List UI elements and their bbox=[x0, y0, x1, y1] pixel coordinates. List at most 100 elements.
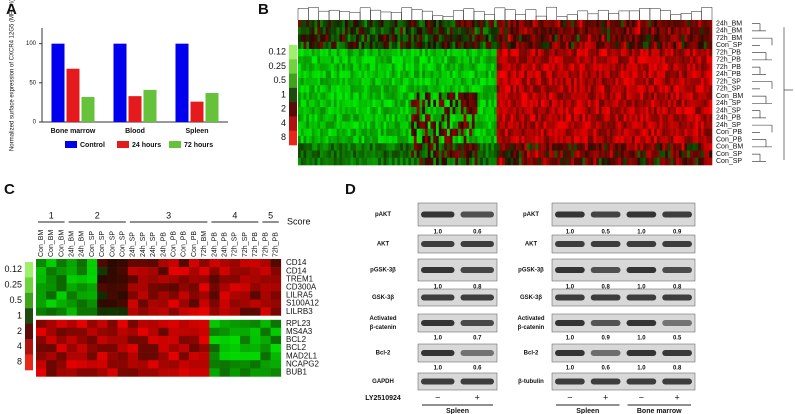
heatmap-cell bbox=[533, 151, 536, 159]
heatmap-cell bbox=[580, 151, 583, 159]
heatmap-cell bbox=[433, 158, 436, 166]
heatmap-cell bbox=[458, 85, 461, 93]
heatmap-cell bbox=[486, 49, 489, 57]
heatmap-cell bbox=[359, 143, 362, 151]
heatmap-cell bbox=[337, 93, 340, 101]
heatmap-cell bbox=[428, 158, 431, 166]
heatmap-cell bbox=[568, 85, 571, 93]
heatmap-cell bbox=[511, 85, 514, 93]
heatmap-cell bbox=[698, 93, 701, 101]
heatmap-cell bbox=[533, 42, 536, 50]
heatmap-cell bbox=[472, 143, 475, 151]
heatmap-cell bbox=[442, 143, 445, 151]
heatmap-cell bbox=[46, 336, 57, 344]
heatmap-cell bbox=[442, 136, 445, 144]
heatmap-cell bbox=[610, 143, 613, 151]
heatmap-cell bbox=[326, 49, 329, 57]
heatmap-cell bbox=[541, 114, 544, 122]
heatmap-cell bbox=[541, 122, 544, 130]
band bbox=[461, 350, 495, 356]
heatmap-cell bbox=[428, 85, 431, 93]
heatmap-cell bbox=[676, 114, 679, 122]
heatmap-cell bbox=[480, 85, 483, 93]
heatmap-cell bbox=[607, 85, 610, 93]
heatmap-cell bbox=[682, 49, 685, 57]
dendrogram bbox=[350, 12, 360, 20]
heatmap-cell bbox=[320, 136, 323, 144]
heatmap-cell bbox=[320, 100, 323, 108]
heatmap-cell bbox=[411, 20, 414, 28]
heatmap-cell bbox=[240, 344, 251, 352]
heatmap-cell bbox=[555, 42, 558, 50]
heatmap-cell bbox=[345, 158, 348, 166]
heatmap-cell bbox=[312, 42, 315, 50]
heatmap-cell bbox=[701, 20, 704, 28]
heatmap-cell bbox=[527, 136, 530, 144]
column-label: Con_PB bbox=[191, 231, 198, 257]
heatmap-cell bbox=[599, 49, 602, 57]
heatmap-cell bbox=[519, 56, 522, 64]
row-label: Con_PB bbox=[716, 136, 742, 143]
heatmap-cell bbox=[298, 122, 301, 130]
heatmap-cell bbox=[577, 49, 580, 57]
heatmap-cell bbox=[615, 100, 618, 108]
heatmap-cell bbox=[466, 151, 469, 159]
heatmap-cell bbox=[657, 42, 660, 50]
heatmap-cell bbox=[618, 85, 621, 93]
bar bbox=[67, 69, 80, 122]
heatmap-cell bbox=[541, 158, 544, 166]
heatmap-cell bbox=[687, 143, 690, 151]
heatmap-cell bbox=[323, 35, 326, 43]
heatmap-cell bbox=[491, 93, 494, 101]
heatmap-cell bbox=[477, 100, 480, 108]
heatmap-cell bbox=[378, 71, 381, 79]
heatmap-cell bbox=[439, 93, 442, 101]
heatmap-cell bbox=[494, 20, 497, 28]
heatmap-cell bbox=[453, 78, 456, 86]
heatmap-cell bbox=[549, 49, 552, 57]
heatmap-cell bbox=[654, 42, 657, 50]
heatmap-cell bbox=[695, 42, 698, 50]
heatmap-cell bbox=[472, 107, 475, 115]
heatmap-cell bbox=[533, 85, 536, 93]
heatmap-cell bbox=[502, 122, 505, 130]
heatmap-cell bbox=[502, 56, 505, 64]
treatment-sign: − bbox=[639, 392, 644, 402]
heatmap-cell bbox=[505, 85, 508, 93]
heatmap-cell bbox=[389, 56, 392, 64]
heatmap-cell bbox=[541, 78, 544, 86]
heatmap-cell bbox=[230, 291, 241, 299]
heatmap-cell bbox=[375, 129, 378, 137]
heatmap-cell bbox=[436, 114, 439, 122]
tissue-label: Spleen bbox=[576, 408, 599, 414]
heatmap-cell bbox=[535, 93, 538, 101]
heatmap-cell bbox=[411, 122, 414, 130]
band bbox=[421, 295, 455, 301]
heatmap-cell bbox=[389, 64, 392, 72]
heatmap-cell bbox=[519, 27, 522, 35]
heatmap-cell bbox=[497, 114, 500, 122]
heatmap-cell bbox=[384, 85, 387, 93]
heatmap-cell bbox=[555, 129, 558, 137]
heatmap-cell bbox=[400, 35, 403, 43]
row-label: 24h_SP bbox=[716, 122, 741, 129]
heatmap-cell bbox=[607, 35, 610, 43]
heatmap-cell bbox=[483, 122, 486, 130]
heatmap-cell bbox=[381, 42, 384, 50]
heatmap-cell bbox=[326, 129, 329, 137]
band bbox=[421, 379, 455, 385]
heatmap-cell bbox=[309, 122, 312, 130]
heatmap-cell bbox=[660, 143, 663, 151]
heatmap-cell bbox=[566, 85, 569, 93]
heatmap-cell bbox=[568, 129, 571, 137]
heatmap-cell bbox=[563, 56, 566, 64]
heatmap-cell bbox=[621, 136, 624, 144]
heatmap-cell bbox=[97, 320, 108, 328]
heatmap-cell bbox=[455, 158, 458, 166]
color-scale bbox=[289, 131, 297, 146]
heatmap-cell bbox=[651, 100, 654, 108]
heatmap-cell bbox=[392, 49, 395, 57]
heatmap-cell bbox=[698, 100, 701, 108]
heatmap-cell bbox=[629, 71, 632, 79]
heatmap-cell bbox=[348, 93, 351, 101]
